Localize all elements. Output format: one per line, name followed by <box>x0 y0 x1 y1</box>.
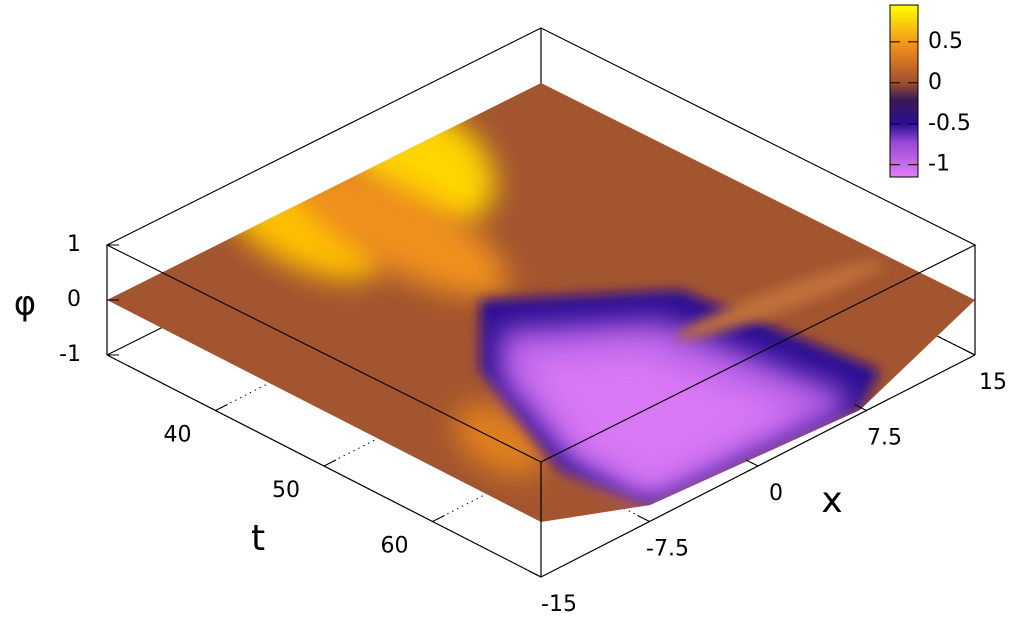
tick-mark <box>432 515 445 522</box>
x-axis-label: x <box>821 480 842 521</box>
tick-mark <box>854 404 867 411</box>
colorbar-tick-label: 0 <box>928 70 942 95</box>
colorbar-tick-label: 0.5 <box>928 29 963 54</box>
tick-mark <box>323 459 337 467</box>
x-tick-label: -15 <box>541 592 577 617</box>
x-tick-label: 0 <box>769 481 783 506</box>
tick-mark <box>528 570 542 578</box>
t-tick-label: 60 <box>381 534 409 559</box>
colorbar-tick-label: -0.5 <box>928 111 971 136</box>
tick-mark <box>215 404 228 411</box>
t-tick-label: 50 <box>272 478 300 503</box>
tick-mark <box>745 459 759 467</box>
x-tick-label: -7.5 <box>646 537 689 562</box>
z-tick-label: 1 <box>67 232 81 257</box>
surface <box>107 83 975 522</box>
x-tick-label: 7.5 <box>867 426 902 451</box>
tick-mark <box>962 348 976 356</box>
z-tick-label: 0 <box>67 287 81 312</box>
t-tick-label: 40 <box>164 423 192 448</box>
colorbar-scale <box>889 4 919 178</box>
z-tick-label: -1 <box>59 342 81 367</box>
x-tick-label: 15 <box>979 370 1007 395</box>
colorbar <box>889 4 919 178</box>
z-axis-label: φ <box>14 284 36 324</box>
tick-mark <box>637 515 650 522</box>
t-axis-label: t <box>251 518 265 559</box>
colorbar-tick-label: -1 <box>928 152 950 177</box>
